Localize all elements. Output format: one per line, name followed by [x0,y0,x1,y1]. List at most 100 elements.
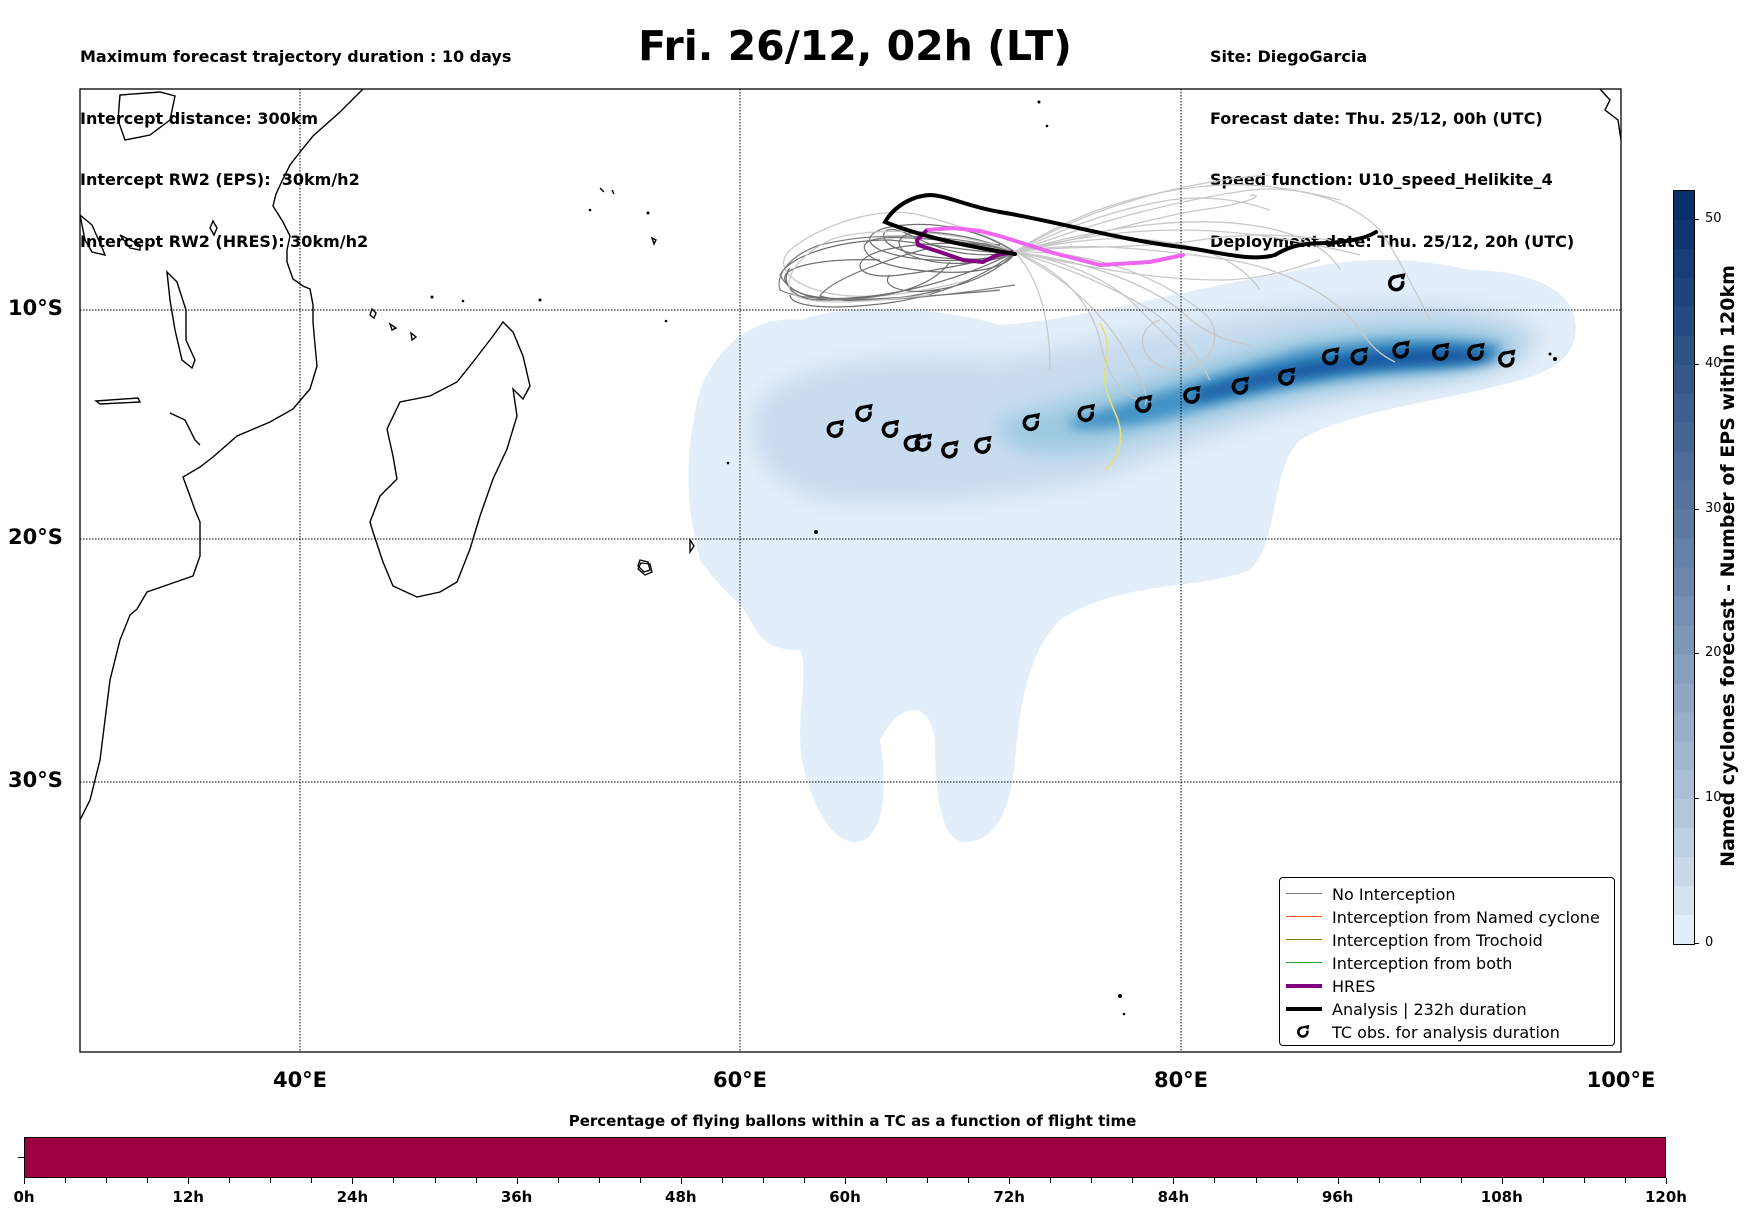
flight-bar-tick [680,1178,682,1184]
flight-bar-tick [106,1178,108,1183]
colorbar-tick [1694,943,1699,944]
legend-line-analysis [1286,1007,1322,1011]
legend-line-hres [1286,984,1322,988]
coastlines [80,89,1621,821]
hres-track [915,228,1014,264]
colorbar-tick-label: 10 [1705,790,1722,806]
flight-time-percentage-bar [24,1137,1666,1178]
eps-trajectory-wide-loop [778,235,1016,301]
flight-bar-tick [1501,1178,1503,1184]
flight-bar-tick-label: 108h [1480,1188,1523,1206]
flight-bar-tick-label: 72h [993,1188,1025,1206]
flight-bar-ytick [18,1157,24,1158]
flight-bar-tick [188,1178,190,1184]
legend-line-trochoid [1286,939,1322,940]
flight-bar-tick [475,1178,477,1183]
colorbar-tick [1694,798,1699,800]
density-colorbar [1673,190,1695,945]
legend-item-tc-obs: TC obs. for analysis duration [1280,1021,1560,1043]
flight-bar-tick [639,1178,641,1183]
legend-line-both [1286,962,1322,963]
flight-bar-tick [311,1178,313,1183]
flight-bar-tick-label: 36h [500,1188,533,1206]
flight-bar-tick [1132,1178,1134,1183]
eps-trajectories-dark [784,223,1016,308]
flight-bar-tick [65,1178,67,1183]
tc-obs-icon [1297,1025,1310,1038]
flight-bar-tick-label: 48h [665,1188,697,1206]
sumatra-coast [1599,89,1621,141]
comoros [369,307,418,342]
flight-bar-tick [516,1178,518,1184]
flight-bar-tick [557,1178,559,1183]
flight-bar-tick [393,1178,395,1183]
lon-label-40e: 40°E [272,1068,328,1092]
flight-bar-tick [1009,1178,1011,1184]
density-plume [688,259,1576,842]
legend-item-no-interception: No Interception [1280,883,1456,905]
map-frame [79,88,1622,1053]
colorbar-tick-label: 20 [1705,645,1722,661]
flight-bar-tick [270,1178,272,1183]
speed-function-text: Speed function: U10_speed_Helikite_4 [1210,170,1553,189]
lon-label-100e: 100°E [1586,1068,1656,1092]
flight-bar-tick [1542,1178,1544,1183]
flight-bar-tick [1173,1178,1175,1184]
madagascar-coastline [369,320,531,598]
intercept-distance-text: Intercept distance: 300km [80,108,319,128]
flight-bar-tick [24,1178,25,1184]
reunion-mauritius [637,537,695,573]
flight-bar-tick-label: 0h [13,1188,35,1206]
flight-bar-tick-label: 96h [1321,1188,1354,1206]
flight-bar-tick-label: 60h [829,1188,861,1206]
flight-bar-tick-label: 84h [1157,1188,1190,1206]
lat-label-20s: 20°S [8,525,63,549]
lake-malawi [166,270,196,370]
eps-trajectory-far-west [788,230,1016,303]
lake-rukwa [119,234,141,251]
colorbar-tick [1694,218,1699,220]
colorbar-tick [1694,508,1699,510]
colorbar-tick [1694,653,1699,655]
flight-bar-tick [598,1178,600,1183]
africa-coastline [80,89,364,821]
colorbar-tick-label: 40 [1705,355,1722,371]
intercept-eps-text: Intercept RW2 (EPS): 30km/h2 [80,170,360,189]
legend-item-trochoid: Interception from Trochoid [1280,929,1543,951]
colorbar-tick [1694,363,1699,365]
lake-cahora [169,412,201,446]
flight-bar-tick [803,1178,805,1183]
reunion-island [637,562,653,576]
lake-kariba [94,397,142,405]
flight-bar-tick [1378,1178,1380,1183]
page-title: Fri. 26/12, 02h (LT) [638,22,1072,70]
flight-bar-tick [845,1178,846,1184]
small-islands [430,100,1557,1016]
site-text: Site: DiegoGarcia [1210,47,1368,66]
legend-item-both: Interception from both [1280,952,1512,974]
flight-bar-tick-label: 120h [1645,1188,1687,1206]
flight-bar-tick [1666,1178,1667,1184]
lake-victoria [117,91,176,141]
legend-line-no-interception [1286,893,1322,894]
flight-bar-tick [147,1178,149,1183]
flight-bar-tick [968,1178,970,1183]
flight-bar-tick [1419,1178,1421,1183]
legend-item-hres: HRES [1280,975,1375,997]
colorbar-tick-label: 0 [1705,935,1714,950]
flight-bar-tick-label: 24h [336,1188,369,1206]
flight-bar-tick [1583,1178,1585,1183]
flight-bar-tick [721,1178,723,1183]
map-legend: No Interception Interception from Named … [1279,877,1615,1046]
flight-bar-tick-label: 12h [172,1188,204,1206]
flight-bar-tick [1050,1178,1052,1183]
flight-bar-tick [762,1178,764,1183]
trochoid-interception-track [1099,322,1122,471]
legend-item-analysis: Analysis | 232h duration [1280,998,1527,1020]
lat-label-10s: 10°S [8,296,63,320]
flight-bar-tick [1255,1178,1257,1183]
flight-bar-tick [1460,1178,1462,1183]
flight-bar-tick [927,1178,929,1183]
hres-track-late [925,225,1185,268]
